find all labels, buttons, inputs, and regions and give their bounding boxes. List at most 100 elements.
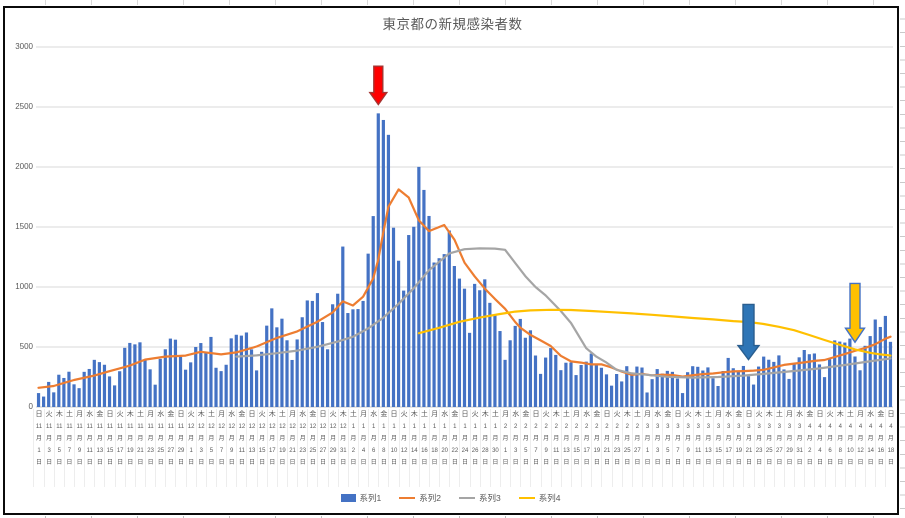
x-tick-label-12月23日: 水 12 月 23 日 <box>297 409 307 487</box>
bar-day-154 <box>812 353 816 407</box>
bar-day-35 <box>209 336 213 407</box>
bar-day-95 <box>513 325 517 407</box>
bar-day-117 <box>625 366 629 407</box>
bar-day-50 <box>285 340 289 407</box>
bar-day-162 <box>853 356 857 407</box>
legend-swatch-系列4 <box>518 496 535 500</box>
legend: 系列1 系列2 系列3 系列4 <box>4 490 897 506</box>
bar-day-8 <box>72 384 76 407</box>
bar-day-100 <box>538 373 543 407</box>
bar-day-91 <box>493 314 497 407</box>
x-tick-label-12月9日: 水 12 月 9 日 <box>226 409 236 487</box>
bar-day-76 <box>417 166 421 407</box>
x-tick-label-12月7日: 月 12 月 7 日 <box>216 409 226 487</box>
legend-label: 系列4 <box>538 493 561 503</box>
bar-day-49 <box>280 318 284 407</box>
bar-day-94 <box>508 340 512 407</box>
x-tick-label-2月25日: 木 2 月 25 日 <box>621 409 632 487</box>
x-tick-label-11月25日: 水 11 月 25 日 <box>155 409 165 487</box>
x-tick-label-12月17日: 木 12 月 17 日 <box>266 409 277 487</box>
bar-day-89 <box>483 279 487 407</box>
blue-arrow[interactable] <box>736 303 761 361</box>
bar-day-2 <box>42 396 46 407</box>
x-tick-label-1月18日: 月 1 月 18 日 <box>429 409 439 487</box>
bar-day-161 <box>848 338 852 407</box>
bar-day-157 <box>828 359 832 407</box>
bar-day-135 <box>716 386 720 407</box>
bar-day-26 <box>163 349 167 407</box>
x-tick-label-11月21日: 土 11 月 21 日 <box>134 409 145 487</box>
bar-day-29 <box>178 356 183 407</box>
bar-day-92 <box>498 331 502 407</box>
line-系列2 <box>37 188 892 389</box>
bar-day-14 <box>102 364 107 407</box>
bar-day-84 <box>457 278 462 407</box>
bar-day-123 <box>655 369 659 407</box>
bar-day-136 <box>721 371 725 407</box>
bar-day-120 <box>640 367 644 407</box>
bar-day-11 <box>87 368 91 407</box>
bar-day-12 <box>92 359 96 407</box>
y-tick-label-500: 500 <box>19 342 33 351</box>
x-tick-label-12月15日: 火 12 月 15 日 <box>256 409 267 487</box>
bar-day-160 <box>843 342 847 407</box>
bar-day-115 <box>615 374 619 407</box>
bar-day-96 <box>518 318 522 407</box>
bar-day-150 <box>792 363 796 407</box>
bar-day-87 <box>473 283 477 407</box>
bar-day-40 <box>234 334 238 407</box>
bar-day-152 <box>802 350 806 407</box>
x-tick-label-2月13日: 土 2 月 13 日 <box>560 409 571 487</box>
bar-day-146 <box>772 361 776 407</box>
bar-day-168 <box>883 315 887 407</box>
bar-day-108 <box>579 365 583 407</box>
bar-day-64 <box>356 309 360 407</box>
bar-day-149 <box>787 378 791 407</box>
x-tick-label-1月30日: 土 1 月 30 日 <box>489 409 500 487</box>
yellow-arrow[interactable] <box>844 282 866 344</box>
bar-day-167 <box>878 326 882 407</box>
bar-day-45 <box>260 351 264 407</box>
bar-day-155 <box>817 364 822 407</box>
x-tick-label-3月21日: 日 3 月 21 日 <box>743 409 753 487</box>
bar-day-134 <box>711 378 715 407</box>
bar-day-143 <box>757 366 761 407</box>
y-tick-label-3000: 3000 <box>15 42 33 51</box>
bar-day-38 <box>224 364 228 407</box>
x-tick-label-1月16日: 土 1 月 16 日 <box>418 409 429 487</box>
bar-day-63 <box>351 309 355 407</box>
x-tick-label-11月11日: 水 11 月 11 日 <box>84 409 94 487</box>
y-tick-label-1500: 1500 <box>15 222 33 231</box>
bar-day-82 <box>447 230 451 407</box>
bar-day-169 <box>888 341 893 407</box>
x-tick-label-11月3日: 火 11 月 3 日 <box>43 409 54 487</box>
bar-day-43 <box>249 349 254 407</box>
bar-day-79 <box>432 262 436 407</box>
x-tick-label-3月27日: 土 3 月 27 日 <box>773 409 784 487</box>
bar-day-80 <box>437 258 441 407</box>
bar-day-140 <box>741 365 746 407</box>
bar-day-73 <box>402 290 406 407</box>
bar-day-109 <box>584 361 588 407</box>
x-tick-label-4月18日: 日 4 月 18 日 <box>885 409 895 487</box>
x-tick-label-3月19日: 金 3 月 19 日 <box>733 409 743 487</box>
bar-day-66 <box>366 253 370 407</box>
bar-day-4 <box>52 392 56 407</box>
bar-day-103 <box>554 354 558 407</box>
bar-day-85 <box>462 288 467 407</box>
bar-day-127 <box>675 378 680 407</box>
x-tick-label-12月3日: 木 12 月 3 日 <box>195 409 206 487</box>
red-arrow[interactable] <box>368 65 389 106</box>
legend-item-系列3: 系列3 <box>459 492 501 504</box>
x-tick-label-12月21日: 月 12 月 21 日 <box>287 409 297 487</box>
chart-frame[interactable] <box>3 6 899 515</box>
